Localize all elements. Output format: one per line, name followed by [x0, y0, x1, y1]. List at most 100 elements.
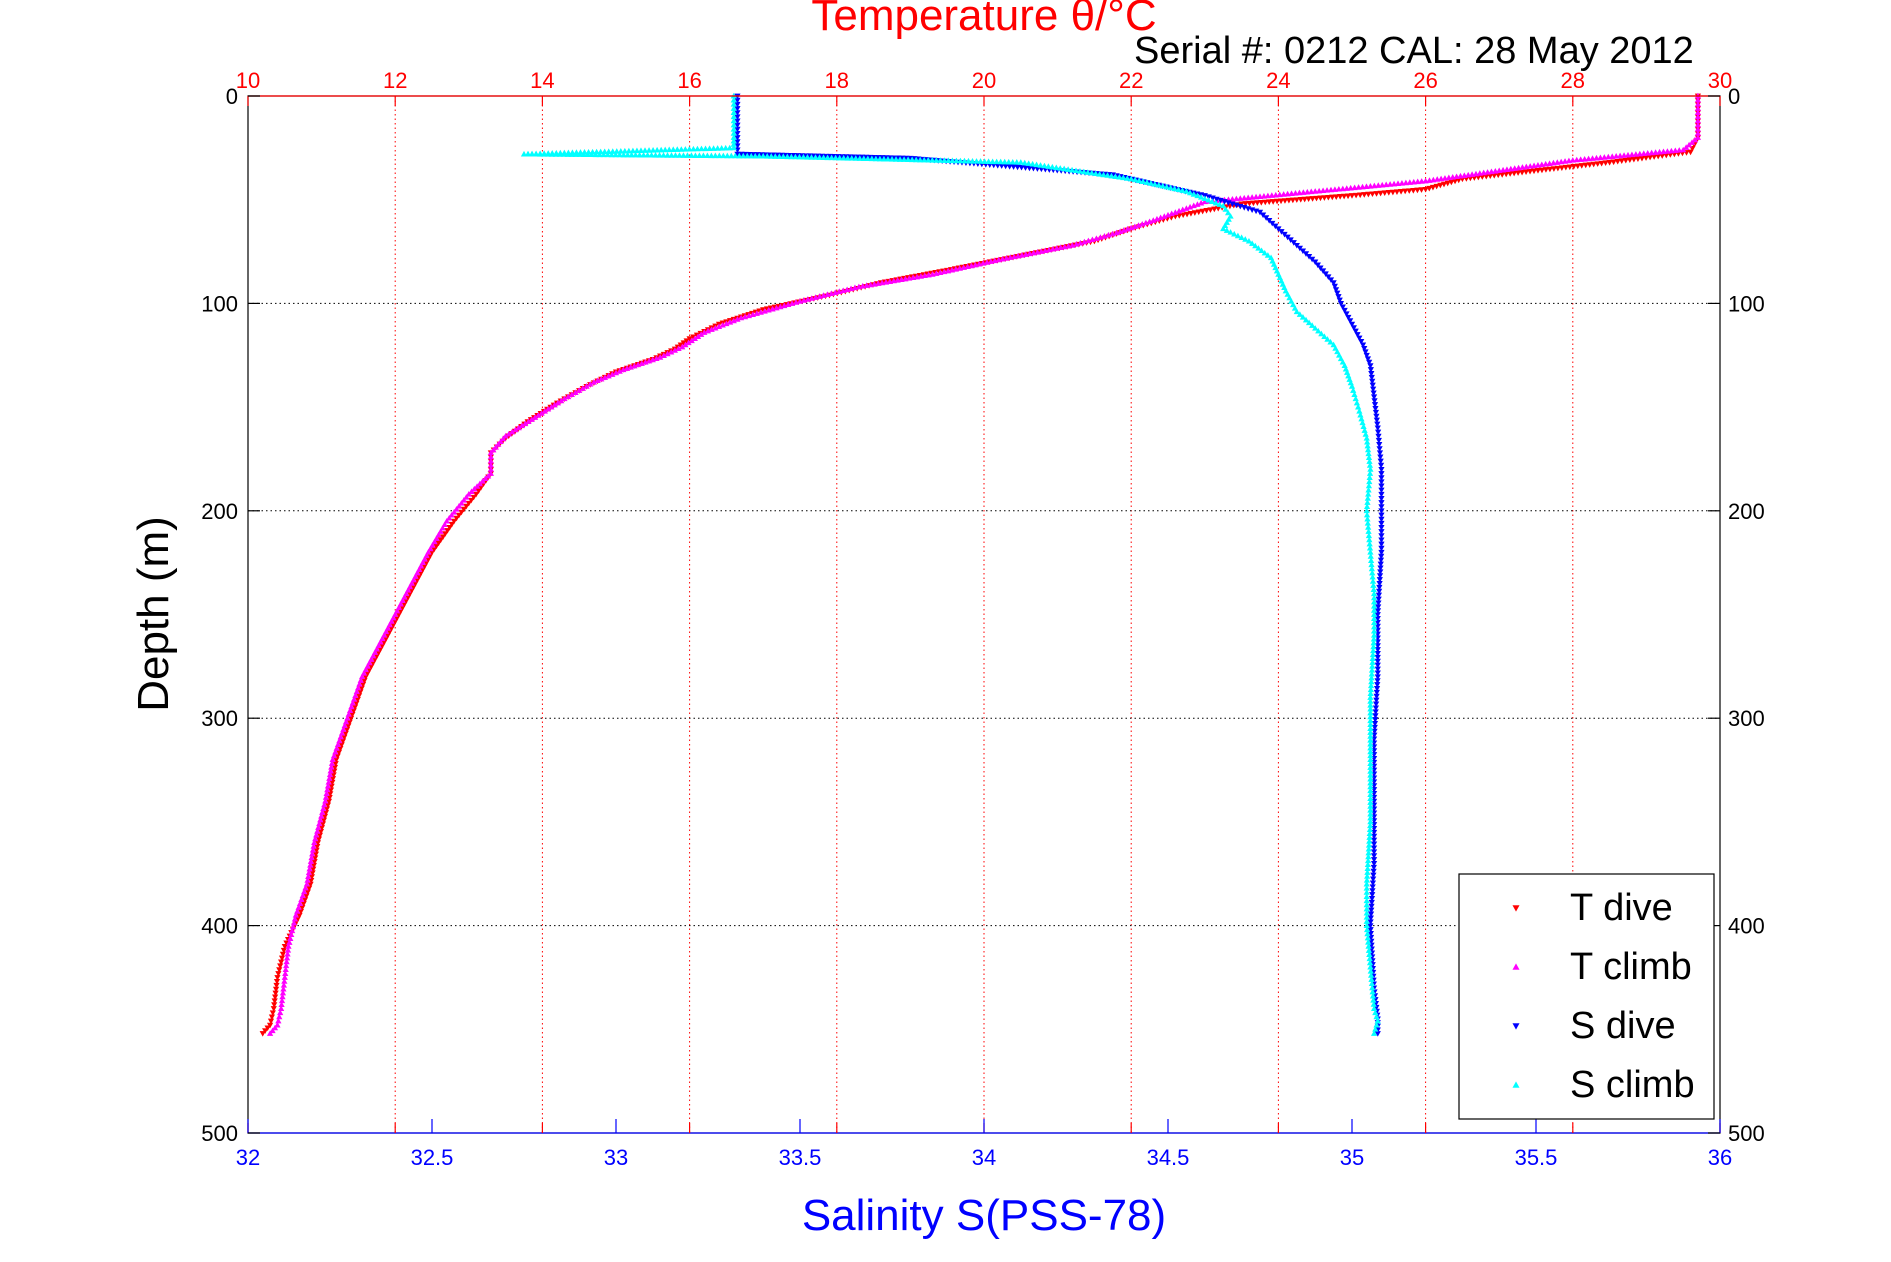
data-point: [1237, 195, 1244, 201]
data-point: [1656, 148, 1663, 155]
data-point: [981, 158, 988, 164]
data-point: [403, 590, 410, 597]
data-point: [362, 666, 369, 673]
data-point: [888, 156, 896, 162]
data-point: [780, 153, 787, 160]
data-point: [1263, 215, 1270, 221]
data-point: [734, 118, 741, 125]
data-point: [1376, 450, 1384, 456]
data-point: [1161, 213, 1168, 219]
data-point: [824, 154, 831, 161]
data-point: [668, 152, 675, 158]
legend-box: [1458, 873, 1715, 1120]
top-tick-label: 10: [236, 68, 260, 93]
data-point: [664, 350, 671, 357]
data-point: [311, 859, 318, 865]
data-point: [623, 365, 631, 371]
data-point: [644, 151, 651, 158]
data-point: [1373, 701, 1380, 708]
data-point: [275, 1017, 282, 1024]
data-point: [876, 155, 884, 162]
data-point: [708, 326, 715, 332]
data-point: [772, 153, 779, 159]
data-point: [616, 368, 623, 374]
data-point: [1033, 161, 1040, 168]
data-point: [1522, 169, 1530, 176]
data-point: [1229, 195, 1236, 202]
data-point: [879, 279, 886, 286]
data-point: [1256, 209, 1264, 216]
data-point: [1672, 147, 1679, 154]
data-point: [902, 275, 909, 282]
data-point: [976, 260, 983, 267]
data-point: [960, 264, 967, 270]
data-point: [1100, 171, 1107, 178]
data-point: [852, 155, 859, 161]
data-point: [1374, 619, 1381, 626]
data-point: [485, 472, 492, 479]
data-point: [1312, 259, 1319, 266]
data-point: [1373, 686, 1381, 692]
data-point: [1305, 254, 1313, 260]
data-point: [1331, 186, 1339, 192]
data-point: [664, 152, 671, 158]
data-point: [476, 480, 483, 487]
data-point: [540, 151, 548, 157]
data-point: [266, 1022, 274, 1029]
data-point: [1644, 150, 1651, 156]
data-point: [1053, 245, 1060, 251]
data-point: [941, 268, 948, 275]
data-point: [956, 265, 963, 271]
data-point: [734, 110, 741, 116]
data-point: [264, 1025, 271, 1032]
data-point: [792, 299, 800, 305]
data-point: [281, 943, 288, 950]
data-point: [518, 422, 526, 429]
data-point: [565, 393, 572, 400]
data-point: [1618, 158, 1625, 165]
data-point: [1622, 157, 1629, 164]
data-point: [688, 337, 695, 344]
data-point: [548, 403, 555, 410]
data-point: [431, 538, 438, 545]
data-point: [502, 432, 509, 439]
data-point: [723, 320, 730, 327]
data-point: [453, 505, 460, 512]
data-point: [1272, 191, 1279, 198]
top-tick-label: 28: [1561, 68, 1585, 93]
data-point: [945, 157, 952, 163]
data-point: [463, 493, 470, 500]
data-point: [371, 649, 379, 655]
data-point: [1373, 417, 1380, 424]
data-point: [1503, 166, 1511, 172]
data-point: [368, 656, 375, 662]
data-point: [308, 874, 316, 880]
data-point: [1167, 184, 1174, 191]
data-point: [417, 562, 425, 569]
data-point: [1374, 421, 1381, 428]
left-tick-label: 400: [201, 914, 238, 939]
data-point: [1007, 254, 1014, 260]
data-point: [1284, 291, 1291, 297]
data-point: [1216, 201, 1223, 207]
data-point: [640, 151, 647, 158]
data-point: [712, 324, 719, 331]
data-point: [397, 600, 404, 607]
data-point: [273, 982, 280, 989]
data-point: [1376, 588, 1383, 595]
data-point: [1250, 200, 1257, 207]
data-point: [572, 389, 579, 395]
y-axis-title: Depth (m): [129, 516, 178, 712]
data-point: [1359, 342, 1367, 349]
data-point: [1329, 194, 1336, 201]
data-point: [1368, 899, 1375, 906]
data-point: [327, 787, 335, 794]
data-point: [437, 528, 444, 534]
data-point: [882, 279, 890, 285]
data-point: [648, 151, 655, 158]
data-point: [1270, 199, 1277, 205]
data-point: [1131, 223, 1138, 230]
data-point: [392, 611, 399, 617]
data-point: [1585, 155, 1592, 162]
data-point: [538, 410, 545, 416]
